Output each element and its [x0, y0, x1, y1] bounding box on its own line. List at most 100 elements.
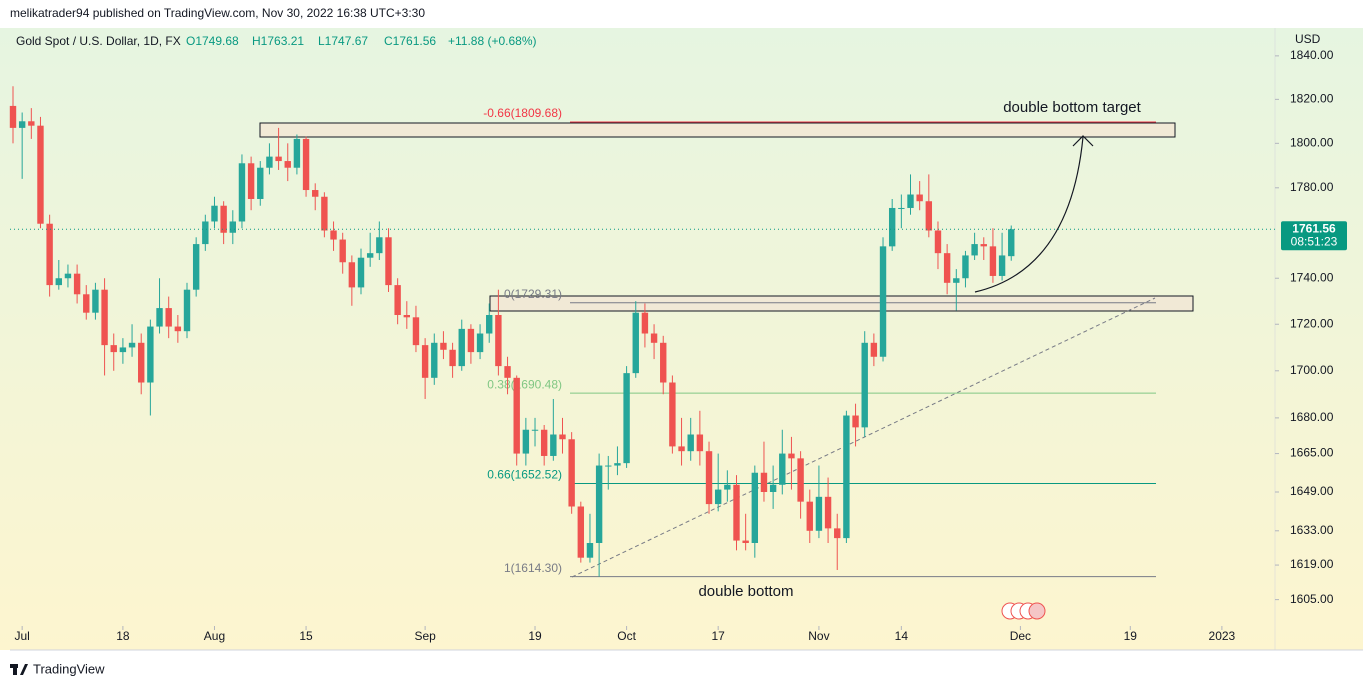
- x-tick-label: Oct: [617, 629, 636, 643]
- candle-body: [540, 429, 548, 456]
- candle-body: [128, 342, 136, 348]
- candle-body: [403, 315, 411, 318]
- candle-body: [1008, 229, 1015, 257]
- logo-part: [20, 664, 28, 675]
- candle-body: [220, 205, 227, 233]
- fib-label: 0.38(1690.48): [487, 377, 562, 391]
- y-tick-label: 1820.00: [1290, 92, 1334, 106]
- candle-body: [257, 167, 264, 199]
- candle-body: [9, 105, 17, 128]
- candle-body: [797, 458, 804, 502]
- candle-body: [174, 326, 182, 332]
- candle-body: [504, 366, 511, 378]
- fib-label: -0.66(1809.68): [483, 106, 562, 120]
- candle-body: [513, 377, 520, 454]
- brand-name: TradingView: [33, 661, 105, 676]
- candle-body: [357, 257, 365, 288]
- candle-body: [266, 156, 273, 168]
- candle-body: [605, 465, 612, 467]
- candle-body: [238, 163, 246, 222]
- candle-body: [495, 315, 502, 367]
- candle-body: [467, 328, 475, 353]
- candle-body: [953, 278, 960, 283]
- trend-line: [571, 297, 1156, 578]
- candle-body: [110, 345, 117, 353]
- countdown-label: 08:51:23: [1291, 234, 1338, 248]
- candle-body: [312, 190, 319, 197]
- candle-body: [852, 415, 859, 428]
- x-tick-label: Sep: [414, 629, 436, 643]
- y-tick-label: 1740.00: [1290, 270, 1334, 284]
- candle-body: [421, 345, 429, 378]
- candle-body: [348, 262, 356, 288]
- symbol-label: Gold Spot / U.S. Dollar, 1D, FX: [16, 34, 181, 48]
- candle-body: [476, 333, 484, 353]
- candle-body: [202, 221, 209, 245]
- x-tick-label: 17: [712, 629, 726, 643]
- candle-body: [888, 207, 896, 247]
- candle-body: [458, 328, 465, 367]
- y-tick-label: 1633.00: [1290, 523, 1334, 537]
- candle-body: [989, 246, 997, 276]
- y-tick-label: 1700.00: [1290, 363, 1334, 377]
- x-tick-label: 19: [528, 629, 542, 643]
- candle-body: [879, 246, 887, 357]
- candle-body: [751, 472, 759, 544]
- chart-background: [0, 28, 1363, 650]
- candle-body: [321, 196, 328, 231]
- y-tick-label: 1840.00: [1290, 48, 1334, 62]
- candle-body: [568, 439, 575, 507]
- x-tick-label: 2023: [1209, 629, 1236, 643]
- candle-body: [641, 312, 649, 334]
- candle-body: [595, 465, 603, 544]
- last-price-label: 1761.56: [1292, 221, 1336, 235]
- candle-body: [934, 230, 942, 254]
- candle-body: [861, 342, 868, 428]
- candle-body: [73, 273, 81, 295]
- candles: [9, 86, 1015, 577]
- candle-body: [247, 163, 255, 199]
- arrow-head: [1072, 135, 1094, 147]
- legend-low: L1747.67: [318, 34, 368, 48]
- logo-part: [13, 664, 17, 675]
- candle-body: [769, 484, 777, 492]
- candle-body: [431, 342, 438, 378]
- candle-body: [550, 434, 557, 456]
- legend-change: +11.88 (+0.68%): [448, 34, 537, 48]
- fib-label: 0(1729.31): [504, 287, 562, 301]
- y-tick-label: 1605.00: [1290, 592, 1334, 606]
- legend-close: C1761.56: [384, 34, 436, 48]
- candle-body: [742, 540, 749, 544]
- resistance-zone: [259, 122, 1176, 138]
- candle-body: [211, 205, 218, 222]
- candle-body: [632, 312, 639, 374]
- candle-body: [330, 230, 337, 240]
- candle-body: [183, 289, 191, 332]
- event-icon: [1028, 602, 1046, 620]
- candle-body: [64, 273, 72, 279]
- currency-label: USD: [1295, 32, 1321, 46]
- candle-body: [971, 244, 978, 256]
- candle-body: [275, 156, 282, 162]
- x-tick-label: Aug: [204, 629, 225, 643]
- legend-open: O1749.68: [186, 34, 239, 48]
- y-tick-label: 1665.00: [1290, 446, 1334, 460]
- candle-body: [678, 446, 685, 452]
- candle-body: [843, 415, 850, 539]
- candle-body: [339, 239, 346, 263]
- fib-label: 1(1614.30): [504, 561, 562, 575]
- candle-body: [962, 255, 969, 279]
- candle-body: [284, 161, 291, 168]
- candle-body: [119, 347, 127, 353]
- candle-body: [806, 501, 813, 531]
- candle-body: [28, 121, 35, 126]
- candle-body: [660, 342, 667, 383]
- support-zone: [489, 295, 1194, 312]
- candle-body: [412, 317, 420, 346]
- x-tick-label: Dec: [1010, 629, 1031, 643]
- y-tick-label: 1619.00: [1290, 557, 1334, 571]
- candle-body: [916, 194, 923, 202]
- candle-body: [614, 463, 621, 466]
- candle-body: [376, 237, 383, 254]
- candle-body: [925, 201, 933, 231]
